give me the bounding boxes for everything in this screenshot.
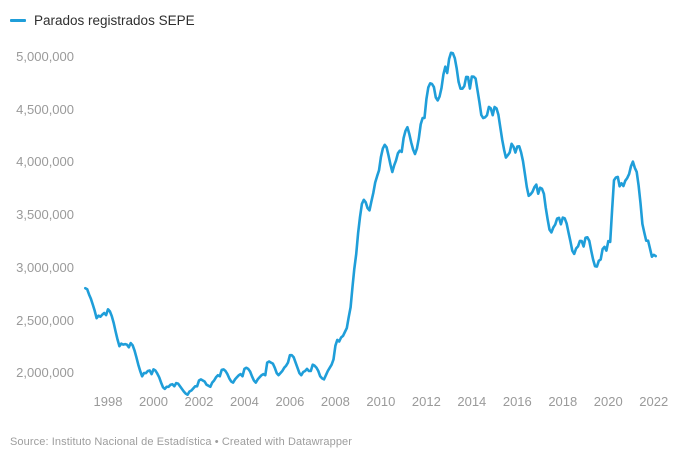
y-axis-tick-label: 3,500,000 [16, 207, 74, 223]
y-axis-tick-label: 2,000,000 [16, 365, 74, 381]
x-axis-tick-label: 2002 [184, 394, 214, 409]
x-axis-tick-label: 2000 [139, 394, 168, 409]
x-axis-tick-label: 2016 [502, 394, 532, 409]
y-axis-tick-label: 2,500,000 [16, 312, 74, 328]
x-axis-tick-label: 2022 [639, 394, 669, 409]
x-axis-tick-label: 1998 [93, 394, 123, 409]
x-axis-tick-label: 2004 [229, 394, 259, 409]
x-axis-tick-label: 2020 [593, 394, 623, 409]
source-note: Source: Instituto Nacional de Estadístic… [10, 436, 353, 448]
y-axis-tick-label: 4,500,000 [16, 101, 74, 117]
y-axis-tick-label: 4,000,000 [16, 154, 74, 170]
legend-line-swatch [10, 19, 26, 22]
y-axis-tick-label: 3,000,000 [16, 259, 74, 275]
x-axis-tick-label: 2008 [320, 394, 350, 409]
x-axis-tick-label: 2012 [411, 394, 441, 409]
legend-label: Parados registrados SEPE [34, 13, 195, 28]
y-axis-tick-label: 5,000,000 [16, 49, 74, 64]
x-axis-tick-label: 2018 [548, 394, 578, 409]
x-axis-tick-label: 2006 [275, 394, 305, 409]
series-line-parados [84, 51, 657, 396]
legend: Parados registrados SEPE [10, 13, 195, 28]
x-axis-tick-label: 2014 [457, 394, 487, 409]
x-axis-tick-label: 2010 [366, 394, 396, 409]
